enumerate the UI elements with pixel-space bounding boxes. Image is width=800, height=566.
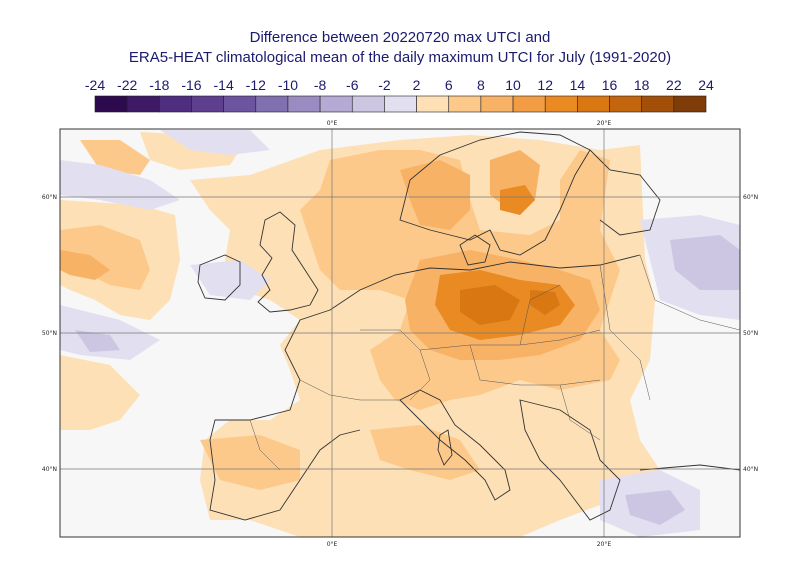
map-title-line-1: Difference between 20220720 max UTCI and [249,29,551,46]
map-frame [59,128,741,538]
left-tick-40n: 40°N [42,466,57,473]
left-tick-60n: 60°N [42,194,57,201]
bottom-tick-20e: 20°E [597,541,612,548]
graticule [60,129,740,537]
anomaly-area-negative-strong [75,235,740,525]
bottom-tick-0e: 0°E [327,541,338,548]
right-tick-50n: 50°N [743,330,758,337]
left-tick-50n: 50°N [42,330,57,337]
map-title-line-2: ERA5-HEAT climatological mean of the dai… [128,49,672,66]
right-tick-60n: 60°N [743,194,758,201]
coastlines [197,131,740,521]
top-tick-20e: 20°E [597,120,612,127]
right-tick-40n: 40°N [743,466,758,473]
top-tick-0e: 0°E [327,120,338,127]
country-borders [249,254,740,471]
